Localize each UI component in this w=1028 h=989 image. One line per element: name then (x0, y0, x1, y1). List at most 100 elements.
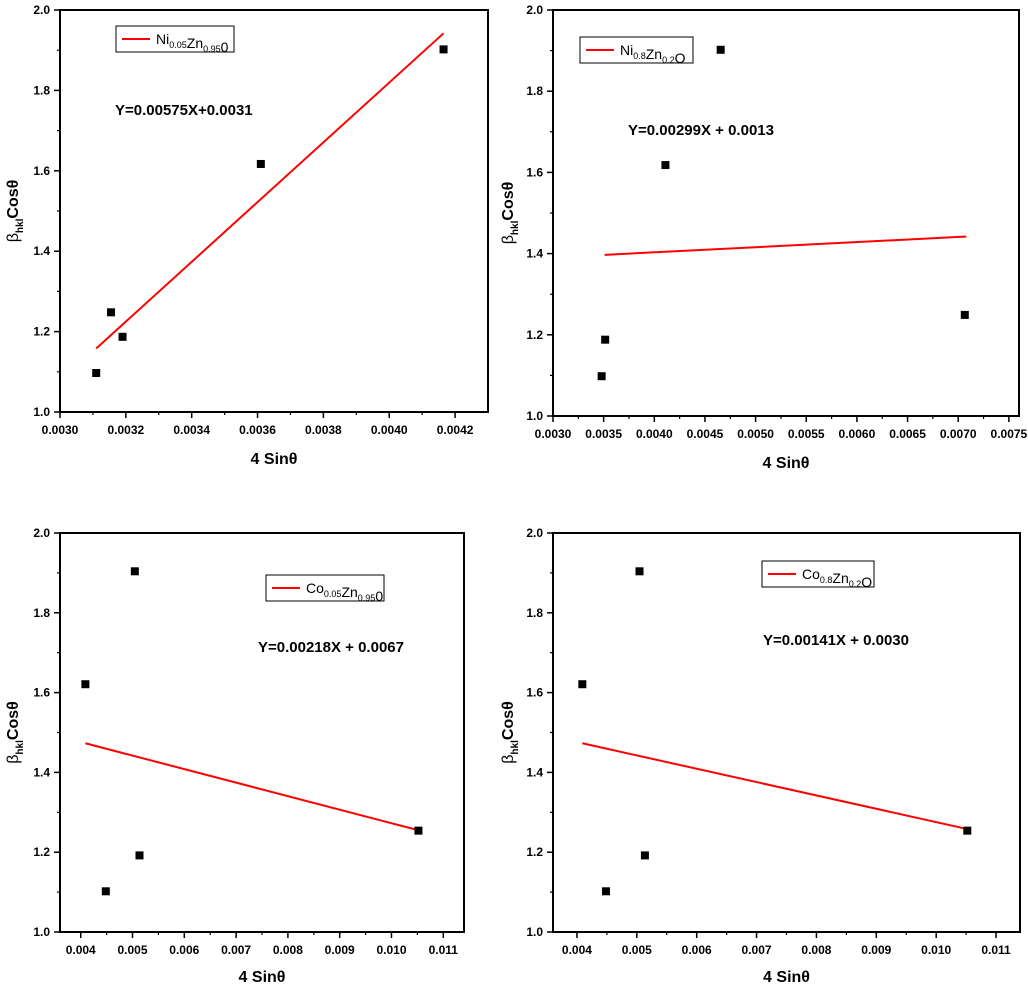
y-tick-label: 1.4 (526, 765, 543, 779)
data-point (963, 826, 972, 835)
legend-label: Ni0.8Zn0.2O (620, 42, 686, 66)
x-tick-label: 0.0030 (535, 427, 572, 441)
y-tick-label: 1.2 (33, 325, 50, 339)
fit-line (85, 742, 419, 832)
data-point (716, 45, 725, 54)
chart-panel-3: 0.004 0.005 0.006 0.007 0.008 0.009 0.010 0.011… (5, 526, 465, 986)
x-tick-label: 0.010 (921, 943, 951, 957)
data-point (101, 887, 110, 896)
x-tick-label: 0.005 (622, 943, 652, 957)
x-tick-label: 0.007 (742, 943, 772, 957)
x-tick-label: 0.0075 (991, 427, 1028, 441)
x-tick-label: 0.011 (981, 943, 1011, 957)
x-tick-label: 0.0042 (437, 423, 474, 437)
y-tick-label: 1.2 (526, 328, 543, 342)
x-tick-label: 0.005 (117, 943, 147, 957)
data-point (635, 567, 644, 576)
x-tick-label: 0.008 (273, 943, 303, 957)
x-tick-label: 0.0055 (788, 427, 825, 441)
plot-frame (59, 532, 465, 933)
x-tick-label: 0.007 (221, 943, 251, 957)
data-point (661, 161, 670, 170)
x-tick-label: 0.0040 (636, 427, 673, 441)
data-point (601, 335, 610, 344)
y-tick-label: 1.8 (33, 606, 50, 620)
data-point (578, 680, 587, 689)
x-tick-label: 0.0070 (940, 427, 977, 441)
x-tick-label: 0.004 (66, 943, 96, 957)
y-tick-label: 1.2 (526, 845, 543, 859)
x-tick-label: 0.0038 (305, 423, 342, 437)
x-tick-label: 0.0030 (42, 423, 79, 437)
data-point (107, 308, 116, 317)
data-point (414, 826, 423, 835)
x-tick-label: 0.006 (169, 943, 199, 957)
y-tick-label: 1.6 (33, 686, 50, 700)
y-tick-label: 1.6 (33, 164, 50, 178)
fit-line (582, 742, 968, 831)
fit-line (95, 32, 445, 350)
legend-box (265, 574, 385, 602)
x-tick-label: 0.0034 (173, 423, 210, 437)
chart-panel-4: 0.004 0.005 0.006 0.007 0.008 0.009 0.010 0.011… (500, 526, 1021, 986)
data-point (135, 851, 144, 860)
data-point (960, 310, 969, 319)
y-axis-title: βhklCosθ (5, 701, 26, 764)
y-tick-label: 1.0 (33, 405, 50, 419)
data-point (597, 372, 606, 381)
y-tick-label: 1.0 (33, 925, 50, 939)
y-tick-label: 1.6 (526, 686, 543, 700)
x-axis-title: 4 Sinθ (251, 451, 298, 468)
x-tick-label: 0.0060 (839, 427, 876, 441)
data-point (256, 159, 265, 168)
chart-panel-1: 0.0030 0.0032 0.0034 0.0036 0.0038 0.0040 0.00… (5, 3, 489, 468)
fit-equation: Y=0.00218X + 0.0067 (258, 639, 404, 656)
x-tick-label: 0.0050 (737, 427, 774, 441)
y-tick-label: 1.8 (33, 83, 50, 97)
y-tick-label: 1.4 (33, 244, 50, 258)
fit-line (604, 235, 967, 256)
y-axis-title: βhklCosθ (5, 180, 26, 243)
y-tick-label: 1.0 (526, 925, 543, 939)
x-axis-title: 4 Sinθ (763, 455, 810, 472)
chart-panel-2: 0.0030 0.0035 0.0040 0.0045 0.0050 0.0055 0.00… (500, 3, 1028, 472)
y-tick-label: 1.4 (526, 247, 543, 261)
plot-frame (59, 9, 489, 413)
legend-label: Co0.05Zn0.950 (306, 580, 383, 604)
x-tick-label: 0.006 (682, 943, 712, 957)
data-point (439, 45, 448, 54)
x-tick-label: 0.0065 (889, 427, 926, 441)
y-tick-label: 2.0 (526, 526, 543, 540)
y-tick-label: 1.4 (33, 765, 50, 779)
fit-equation: Y=0.00141X + 0.0030 (763, 632, 909, 649)
data-point (640, 851, 649, 860)
y-tick-label: 2.0 (526, 3, 543, 17)
fit-equation: Y=0.00299X + 0.0013 (628, 122, 774, 139)
data-point (81, 680, 90, 689)
y-tick-label: 1.8 (526, 606, 543, 620)
data-point (118, 332, 127, 341)
x-tick-label: 0.0032 (107, 423, 144, 437)
data-point (601, 887, 610, 896)
x-tick-label: 0.0036 (239, 423, 276, 437)
x-tick-label: 0.009 (325, 943, 355, 957)
y-tick-label: 2.0 (33, 526, 50, 540)
y-tick-label: 2.0 (33, 3, 50, 17)
x-tick-label: 0.010 (376, 943, 406, 957)
x-tick-label: 0.0035 (585, 427, 622, 441)
y-tick-label: 1.0 (526, 409, 543, 423)
y-axis-title: βhklCosθ (500, 701, 521, 764)
data-point (130, 567, 139, 576)
y-tick-label: 1.8 (526, 84, 543, 98)
data-point (92, 369, 101, 378)
x-tick-label: 0.008 (801, 943, 831, 957)
fit-equation: Y=0.00575X+0.0031 (115, 102, 253, 119)
plot-frame (552, 9, 1020, 417)
x-axis-title: 4 Sinθ (763, 969, 810, 986)
x-tick-label: 0.0040 (371, 423, 408, 437)
x-tick-label: 0.011 (429, 943, 459, 957)
y-tick-label: 1.2 (33, 845, 50, 859)
legend-label: Co0.8Zn0.2O (802, 566, 872, 590)
x-tick-label: 0.009 (861, 943, 891, 957)
